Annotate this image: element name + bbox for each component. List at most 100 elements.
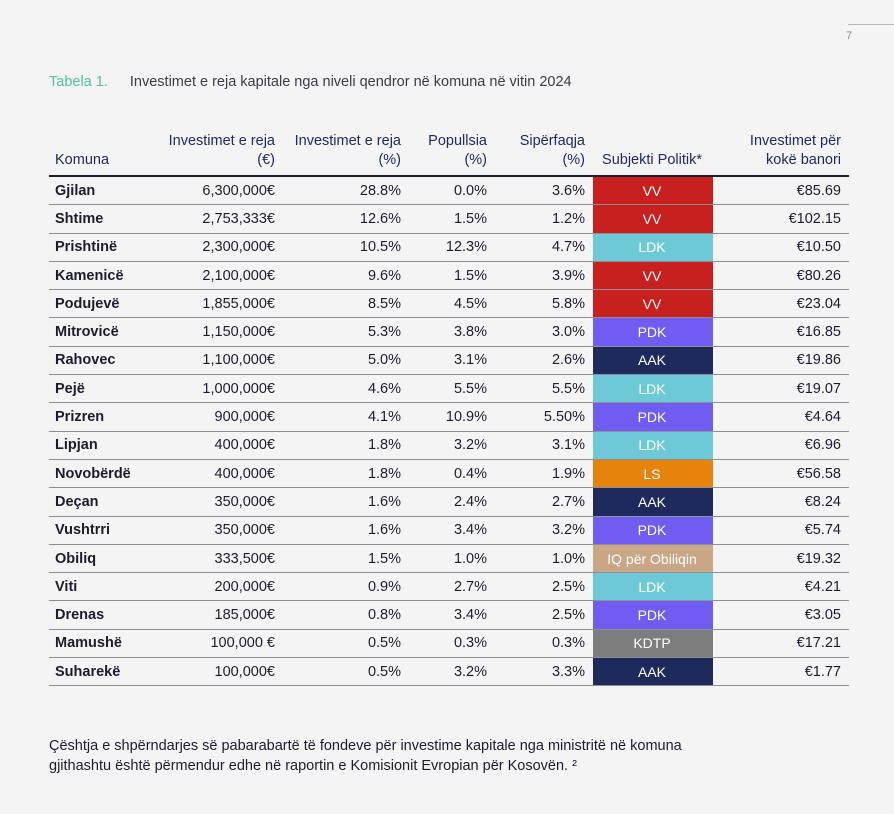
- table-row: Obiliq 333,500€ 1.5% 1.0% 1.0% IQ për Obiliqi…: [49, 544, 849, 574]
- cell-subjekti: VV: [593, 204, 713, 234]
- cell-siperfaqja: 1.9%: [495, 459, 593, 489]
- cell-per-capita: €8.24: [713, 487, 849, 517]
- cell-popullsia: 4.5%: [409, 289, 495, 319]
- cell-investimet-eur: 2,753,333€: [159, 204, 283, 234]
- cell-siperfaqja: 2.7%: [495, 487, 593, 517]
- cell-subjekti: VV: [593, 289, 713, 319]
- cell-komuna: Shtime: [49, 204, 159, 234]
- cell-investimet-eur: 900,000€: [159, 402, 283, 432]
- cell-subjekti: LDK: [593, 374, 713, 404]
- cell-subjekti: KDTP: [593, 629, 713, 659]
- cell-subjekti: AAK: [593, 346, 713, 376]
- cell-siperfaqja: 5.5%: [495, 374, 593, 404]
- table-row: Lipjan 400,000€ 1.8% 3.2% 3.1% LDK €6.96: [49, 431, 849, 460]
- cell-popullsia: 3.2%: [409, 431, 495, 460]
- cell-popullsia: 3.2%: [409, 657, 495, 687]
- cell-siperfaqja: 5.50%: [495, 402, 593, 432]
- cell-per-capita: €5.74: [713, 516, 849, 545]
- header-rule: [848, 24, 894, 25]
- cell-siperfaqja: 3.2%: [495, 516, 593, 545]
- cell-popullsia: 1.5%: [409, 261, 495, 291]
- table-row: Prishtinë 2,300,000€ 10.5% 12.3% 4.7% LDK €10.…: [49, 233, 849, 262]
- cell-komuna: Prizren: [49, 402, 159, 432]
- cell-popullsia: 2.7%: [409, 572, 495, 602]
- cell-investimet-eur: 2,100,000€: [159, 261, 283, 291]
- cell-investimet-pct: 0.5%: [283, 657, 409, 687]
- cell-siperfaqja: 3.1%: [495, 431, 593, 460]
- cell-per-capita: €16.85: [713, 317, 849, 347]
- cell-subjekti: LDK: [593, 431, 713, 460]
- cell-popullsia: 1.5%: [409, 204, 495, 234]
- cell-investimet-eur: 200,000€: [159, 572, 283, 602]
- cell-siperfaqja: 5.8%: [495, 289, 593, 319]
- cell-per-capita: €23.04: [713, 289, 849, 319]
- header-komuna: Komuna: [49, 132, 159, 177]
- table-caption: Tabela 1. Investimet e reja kapitale nga…: [49, 74, 572, 90]
- cell-komuna: Mitrovicë: [49, 317, 159, 347]
- table-row: Novobërdë 400,000€ 1.8% 0.4% 1.9% LS €56.58: [49, 459, 849, 489]
- cell-popullsia: 10.9%: [409, 402, 495, 432]
- cell-siperfaqja: 1.0%: [495, 544, 593, 574]
- cell-per-capita: €3.05: [713, 600, 849, 630]
- table-row: Viti 200,000€ 0.9% 2.7% 2.5% LDK €4.21: [49, 572, 849, 602]
- cell-investimet-eur: 100,000 €: [159, 629, 283, 659]
- table-row: Kamenicë 2,100,000€ 9.6% 1.5% 3.9% VV €80.26: [49, 261, 849, 291]
- cell-siperfaqja: 0.3%: [495, 629, 593, 659]
- cell-popullsia: 3.4%: [409, 600, 495, 630]
- cell-investimet-pct: 10.5%: [283, 233, 409, 262]
- cell-investimet-eur: 185,000€: [159, 600, 283, 630]
- cell-investimet-eur: 350,000€: [159, 487, 283, 517]
- cell-komuna: Suharekë: [49, 657, 159, 687]
- footnote-text: Çështja e shpërndarjes së pabarabartë të…: [49, 738, 682, 774]
- cell-popullsia: 5.5%: [409, 374, 495, 404]
- cell-siperfaqja: 3.0%: [495, 317, 593, 347]
- cell-popullsia: 1.0%: [409, 544, 495, 574]
- cell-investimet-pct: 0.9%: [283, 572, 409, 602]
- cell-per-capita: €1.77: [713, 657, 849, 687]
- cell-komuna: Mamushë: [49, 629, 159, 659]
- cell-investimet-pct: 9.6%: [283, 261, 409, 291]
- cell-per-capita: €56.58: [713, 459, 849, 489]
- cell-subjekti: LS: [593, 459, 713, 489]
- cell-investimet-pct: 4.6%: [283, 374, 409, 404]
- cell-komuna: Obiliq: [49, 544, 159, 574]
- cell-investimet-eur: 333,500€: [159, 544, 283, 574]
- cell-investimet-eur: 1,855,000€: [159, 289, 283, 319]
- cell-popullsia: 3.4%: [409, 516, 495, 545]
- cell-siperfaqja: 2.6%: [495, 346, 593, 376]
- cell-subjekti: AAK: [593, 657, 713, 687]
- cell-investimet-pct: 0.8%: [283, 600, 409, 630]
- cell-subjekti: AAK: [593, 487, 713, 517]
- cell-popullsia: 3.8%: [409, 317, 495, 347]
- cell-subjekti: PDK: [593, 317, 713, 347]
- table-row: Deçan 350,000€ 1.6% 2.4% 2.7% AAK €8.24: [49, 487, 849, 517]
- cell-per-capita: €80.26: [713, 261, 849, 291]
- cell-subjekti: VV: [593, 261, 713, 291]
- cell-per-capita: €19.32: [713, 544, 849, 574]
- cell-siperfaqja: 3.3%: [495, 657, 593, 687]
- table-row: Shtime 2,753,333€ 12.6% 1.5% 1.2% VV €102.15: [49, 204, 849, 234]
- cell-investimet-pct: 0.5%: [283, 629, 409, 659]
- table-row: Rahovec 1,100,000€ 5.0% 3.1% 2.6% AAK €19.86: [49, 346, 849, 376]
- cell-komuna: Novobërdë: [49, 459, 159, 489]
- cell-siperfaqja: 1.2%: [495, 204, 593, 234]
- cell-subjekti: PDK: [593, 516, 713, 545]
- header-siperfaqja: Sipërfaqja (%): [495, 132, 593, 177]
- table-row: Mamushë 100,000 €0.5% 0.3% 0.3% KDTP €17.21: [49, 629, 849, 659]
- cell-investimet-eur: 400,000€: [159, 459, 283, 489]
- cell-per-capita: €19.86: [713, 346, 849, 376]
- cell-investimet-pct: 4.1%: [283, 402, 409, 432]
- cell-komuna: Rahovec: [49, 346, 159, 376]
- cell-investimet-pct: 12.6%: [283, 204, 409, 234]
- cell-investimet-eur: 400,000€: [159, 431, 283, 460]
- cell-komuna: Deçan: [49, 487, 159, 517]
- cell-siperfaqja: 3.9%: [495, 261, 593, 291]
- header-investimet-pct: Investimet e reja (%): [283, 132, 409, 177]
- table-row: Suharekë 100,000€ 0.5% 3.2% 3.3% AAK €1.77: [49, 657, 849, 687]
- header-investimet-eur: Investimet e reja (€): [159, 132, 283, 177]
- table-header-row: Komuna Investimet e reja (€) Investimet …: [49, 132, 849, 177]
- cell-per-capita: €10.50: [713, 233, 849, 262]
- header-popullsia: Popullsia (%): [409, 132, 495, 177]
- cell-popullsia: 0.0%: [409, 176, 495, 206]
- cell-siperfaqja: 4.7%: [495, 233, 593, 262]
